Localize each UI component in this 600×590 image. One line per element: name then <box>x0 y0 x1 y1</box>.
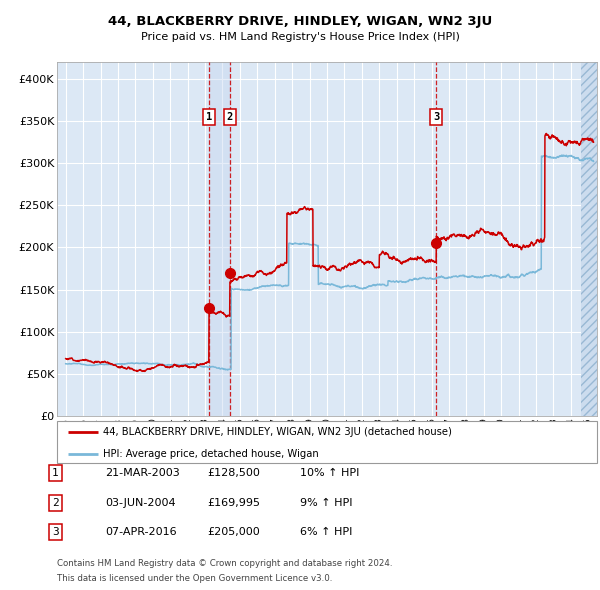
FancyBboxPatch shape <box>57 421 597 463</box>
Text: 10% ↑ HPI: 10% ↑ HPI <box>300 468 359 478</box>
Text: 9% ↑ HPI: 9% ↑ HPI <box>300 498 353 507</box>
Text: 3: 3 <box>52 527 59 537</box>
Text: 2: 2 <box>52 498 59 507</box>
Text: 07-APR-2016: 07-APR-2016 <box>105 527 176 537</box>
Text: 03-JUN-2004: 03-JUN-2004 <box>105 498 176 507</box>
Text: 1: 1 <box>52 468 59 478</box>
Bar <box>209 62 230 416</box>
Text: 44, BLACKBERRY DRIVE, HINDLEY, WIGAN, WN2 3JU (detached house): 44, BLACKBERRY DRIVE, HINDLEY, WIGAN, WN… <box>103 427 452 437</box>
Text: £169,995: £169,995 <box>207 498 260 507</box>
Text: 3: 3 <box>433 112 439 122</box>
Text: 44, BLACKBERRY DRIVE, HINDLEY, WIGAN, WN2 3JU: 44, BLACKBERRY DRIVE, HINDLEY, WIGAN, WN… <box>108 15 492 28</box>
Text: Price paid vs. HM Land Registry's House Price Index (HPI): Price paid vs. HM Land Registry's House … <box>140 32 460 42</box>
Text: 6% ↑ HPI: 6% ↑ HPI <box>300 527 352 537</box>
Text: Contains HM Land Registry data © Crown copyright and database right 2024.: Contains HM Land Registry data © Crown c… <box>57 559 392 568</box>
Text: £128,500: £128,500 <box>207 468 260 478</box>
Text: 2: 2 <box>227 112 233 122</box>
Text: 21-MAR-2003: 21-MAR-2003 <box>105 468 180 478</box>
Text: HPI: Average price, detached house, Wigan: HPI: Average price, detached house, Wiga… <box>103 449 319 459</box>
Text: 1: 1 <box>206 112 212 122</box>
Text: This data is licensed under the Open Government Licence v3.0.: This data is licensed under the Open Gov… <box>57 574 332 583</box>
Text: £205,000: £205,000 <box>207 527 260 537</box>
